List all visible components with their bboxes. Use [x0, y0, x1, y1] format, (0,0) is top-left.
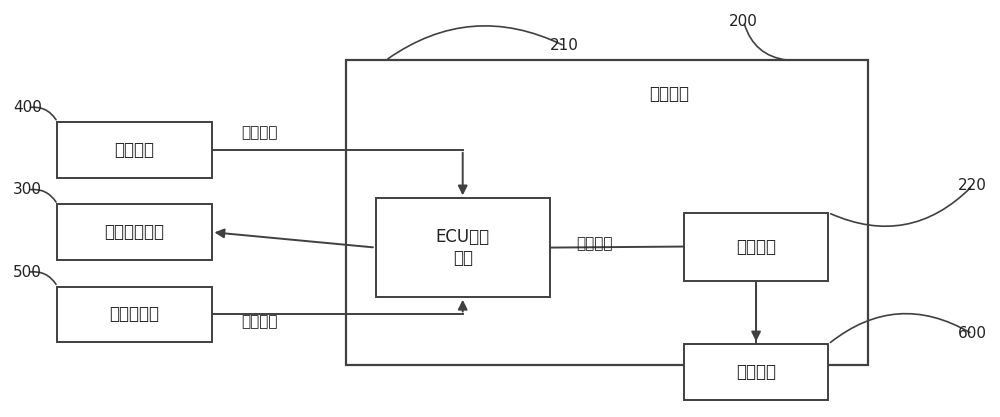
- Bar: [57, 286, 212, 342]
- Text: 300: 300: [13, 183, 42, 198]
- Text: 组合部件: 组合部件: [115, 141, 155, 159]
- Text: 600: 600: [958, 327, 987, 342]
- Text: 转向信号: 转向信号: [241, 125, 278, 140]
- Bar: [684, 344, 828, 400]
- Text: 500: 500: [13, 265, 42, 280]
- Text: 组合仪表界面: 组合仪表界面: [105, 223, 165, 241]
- Text: ECU控制
模块: ECU控制 模块: [436, 228, 490, 267]
- Text: 400: 400: [13, 100, 42, 115]
- Bar: [684, 213, 828, 281]
- Bar: [346, 60, 868, 365]
- Text: 转角信号: 转角信号: [241, 314, 278, 329]
- Text: 转角传感器: 转角传感器: [110, 305, 160, 324]
- Bar: [57, 204, 212, 260]
- Text: 调节模块: 调节模块: [736, 238, 776, 256]
- Text: 控制装置: 控制装置: [650, 85, 690, 103]
- Bar: [376, 198, 550, 297]
- Text: 210: 210: [550, 38, 579, 53]
- Text: 旋转机构: 旋转机构: [736, 363, 776, 381]
- Text: 220: 220: [958, 178, 987, 193]
- Bar: [57, 122, 212, 178]
- Text: 信号传输: 信号传输: [576, 236, 613, 251]
- Text: 200: 200: [729, 14, 758, 29]
